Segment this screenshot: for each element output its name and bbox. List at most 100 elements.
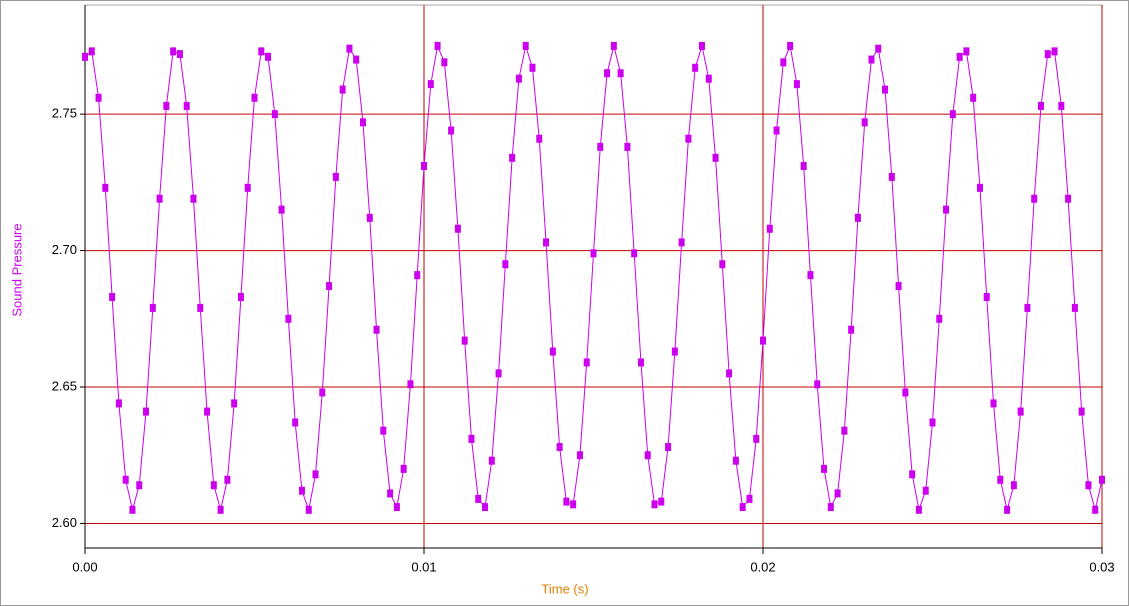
data-point bbox=[258, 47, 265, 56]
y-tick-label: 2.60 bbox=[52, 515, 77, 530]
x-tick-label: 0.03 bbox=[1089, 559, 1114, 574]
data-point bbox=[949, 110, 956, 119]
data-point bbox=[760, 336, 766, 345]
data-point bbox=[1092, 505, 1099, 514]
y-tick-label: 2.70 bbox=[52, 242, 77, 257]
data-point bbox=[1078, 407, 1085, 416]
data-point bbox=[915, 505, 922, 514]
data-point bbox=[332, 172, 339, 181]
data-point bbox=[766, 224, 773, 233]
data-point bbox=[509, 153, 516, 162]
data-point bbox=[610, 41, 617, 50]
data-point bbox=[854, 213, 861, 222]
data-point bbox=[1071, 303, 1078, 312]
data-point bbox=[271, 110, 278, 119]
data-point bbox=[990, 399, 997, 408]
data-point bbox=[604, 69, 611, 78]
data-point bbox=[543, 238, 550, 247]
data-point bbox=[231, 399, 238, 408]
data-point bbox=[576, 451, 583, 460]
data-point bbox=[780, 58, 787, 67]
data-point bbox=[237, 292, 244, 301]
data-point bbox=[326, 282, 333, 291]
data-point bbox=[204, 407, 211, 416]
data-point bbox=[115, 399, 122, 408]
data-point bbox=[583, 358, 590, 367]
data-point bbox=[1099, 475, 1105, 484]
data-point bbox=[773, 126, 780, 135]
data-point bbox=[821, 464, 828, 473]
data-point bbox=[929, 418, 936, 427]
data-point bbox=[210, 481, 217, 490]
data-point bbox=[224, 475, 231, 484]
data-point bbox=[305, 505, 312, 514]
data-point bbox=[95, 93, 102, 102]
data-point bbox=[882, 85, 889, 94]
data-point bbox=[922, 486, 929, 495]
data-point bbox=[495, 369, 502, 378]
data-point bbox=[746, 494, 753, 503]
data-point bbox=[705, 74, 712, 83]
data-point bbox=[1065, 194, 1072, 203]
data-point bbox=[956, 52, 963, 61]
data-point bbox=[665, 443, 672, 452]
x-axis-label: Time (s) bbox=[541, 581, 588, 596]
data-point bbox=[1024, 303, 1031, 312]
data-point bbox=[129, 505, 136, 514]
data-point bbox=[834, 489, 841, 498]
data-point bbox=[176, 50, 183, 59]
data-point bbox=[651, 500, 658, 509]
data-point bbox=[963, 47, 970, 56]
data-point bbox=[692, 63, 699, 72]
data-point bbox=[373, 325, 380, 334]
data-point bbox=[902, 388, 909, 397]
data-point bbox=[753, 434, 760, 443]
data-point bbox=[190, 194, 197, 203]
data-point bbox=[366, 213, 373, 222]
data-point bbox=[637, 358, 644, 367]
data-point bbox=[875, 44, 882, 53]
data-point bbox=[136, 481, 143, 490]
x-tick-label: 0.01 bbox=[411, 559, 436, 574]
data-point bbox=[868, 55, 875, 64]
y-tick-label: 2.65 bbox=[52, 378, 77, 393]
data-point bbox=[346, 44, 353, 53]
data-point bbox=[461, 336, 468, 345]
data-point bbox=[909, 470, 916, 479]
y-tick-label: 2.75 bbox=[52, 106, 77, 121]
x-tick-label: 0.00 bbox=[72, 559, 97, 574]
data-point bbox=[1010, 481, 1017, 490]
data-point bbox=[712, 153, 719, 162]
data-point bbox=[353, 55, 360, 64]
data-point bbox=[800, 161, 807, 170]
data-point bbox=[814, 380, 821, 389]
data-point bbox=[787, 41, 794, 50]
data-point bbox=[719, 260, 726, 269]
data-point bbox=[1051, 47, 1058, 56]
data-point bbox=[1004, 505, 1011, 514]
data-point bbox=[590, 249, 597, 258]
data-point bbox=[393, 503, 400, 512]
data-point bbox=[441, 58, 448, 67]
data-point bbox=[678, 238, 685, 247]
data-point bbox=[685, 134, 692, 143]
data-point bbox=[549, 347, 556, 356]
data-point bbox=[888, 172, 895, 181]
data-point bbox=[556, 443, 563, 452]
data-point bbox=[143, 407, 150, 416]
data-point bbox=[407, 380, 414, 389]
data-point bbox=[644, 451, 651, 460]
data-point bbox=[1085, 481, 1092, 490]
data-point bbox=[163, 101, 170, 110]
data-point bbox=[631, 249, 638, 258]
data-point bbox=[183, 101, 190, 110]
data-point bbox=[434, 41, 441, 50]
data-point bbox=[88, 47, 95, 56]
data-point bbox=[807, 271, 814, 280]
data-point bbox=[359, 118, 366, 127]
data-point bbox=[197, 303, 204, 312]
data-point bbox=[482, 503, 489, 512]
data-point bbox=[82, 52, 88, 61]
data-point bbox=[1044, 50, 1051, 59]
